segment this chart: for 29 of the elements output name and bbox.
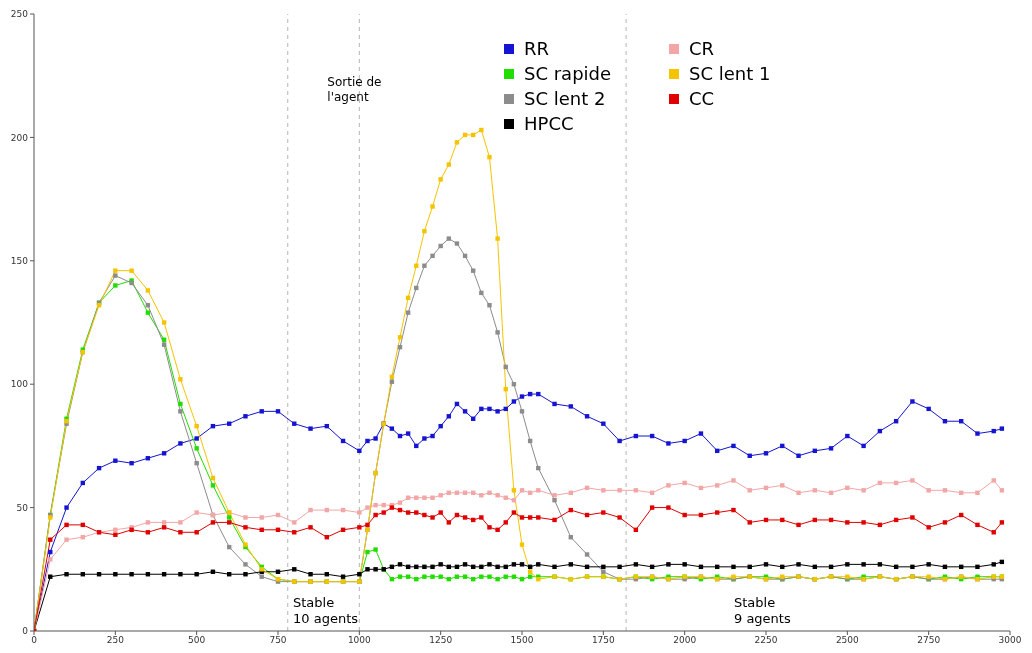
y-tick-label: 50 — [16, 502, 29, 513]
legend-label: SC rapide — [524, 63, 612, 84]
x-tick-label: 500 — [188, 635, 206, 646]
ref-line-label: Sortie de l'agent — [327, 75, 382, 104]
legend-label: SC lent 1 — [689, 63, 771, 84]
x-tick-label: 1500 — [510, 635, 534, 646]
y-tick-label: 0 — [22, 626, 29, 637]
x-tick-label: 1750 — [591, 635, 616, 646]
y-tick-label: 200 — [10, 132, 29, 143]
x-tick-label: 2500 — [835, 635, 860, 646]
x-tick-label: 1000 — [347, 635, 372, 646]
legend-label: CC — [689, 88, 715, 109]
y-tick-label: 100 — [10, 379, 29, 390]
annotation: Stable 10 agents — [293, 595, 359, 627]
legend-label: SC lent 2 — [524, 88, 606, 109]
x-tick-label: 250 — [106, 635, 125, 646]
x-tick-label: 2750 — [917, 635, 941, 646]
legend-label: CR — [689, 38, 715, 59]
y-tick-label: 250 — [10, 9, 29, 20]
x-tick-label: 0 — [31, 635, 38, 646]
x-tick-label: 3000 — [998, 635, 1022, 646]
y-tick-label: 150 — [10, 256, 29, 266]
x-tick-label: 1250 — [429, 635, 453, 646]
x-tick-label: 2250 — [754, 635, 778, 646]
x-tick-label: 750 — [269, 635, 287, 646]
legend-label: HPCC — [524, 113, 574, 134]
annotation: Stable 9 agents — [734, 595, 791, 627]
x-tick-label: 2000 — [673, 635, 697, 646]
legend-label: RR — [524, 38, 550, 59]
